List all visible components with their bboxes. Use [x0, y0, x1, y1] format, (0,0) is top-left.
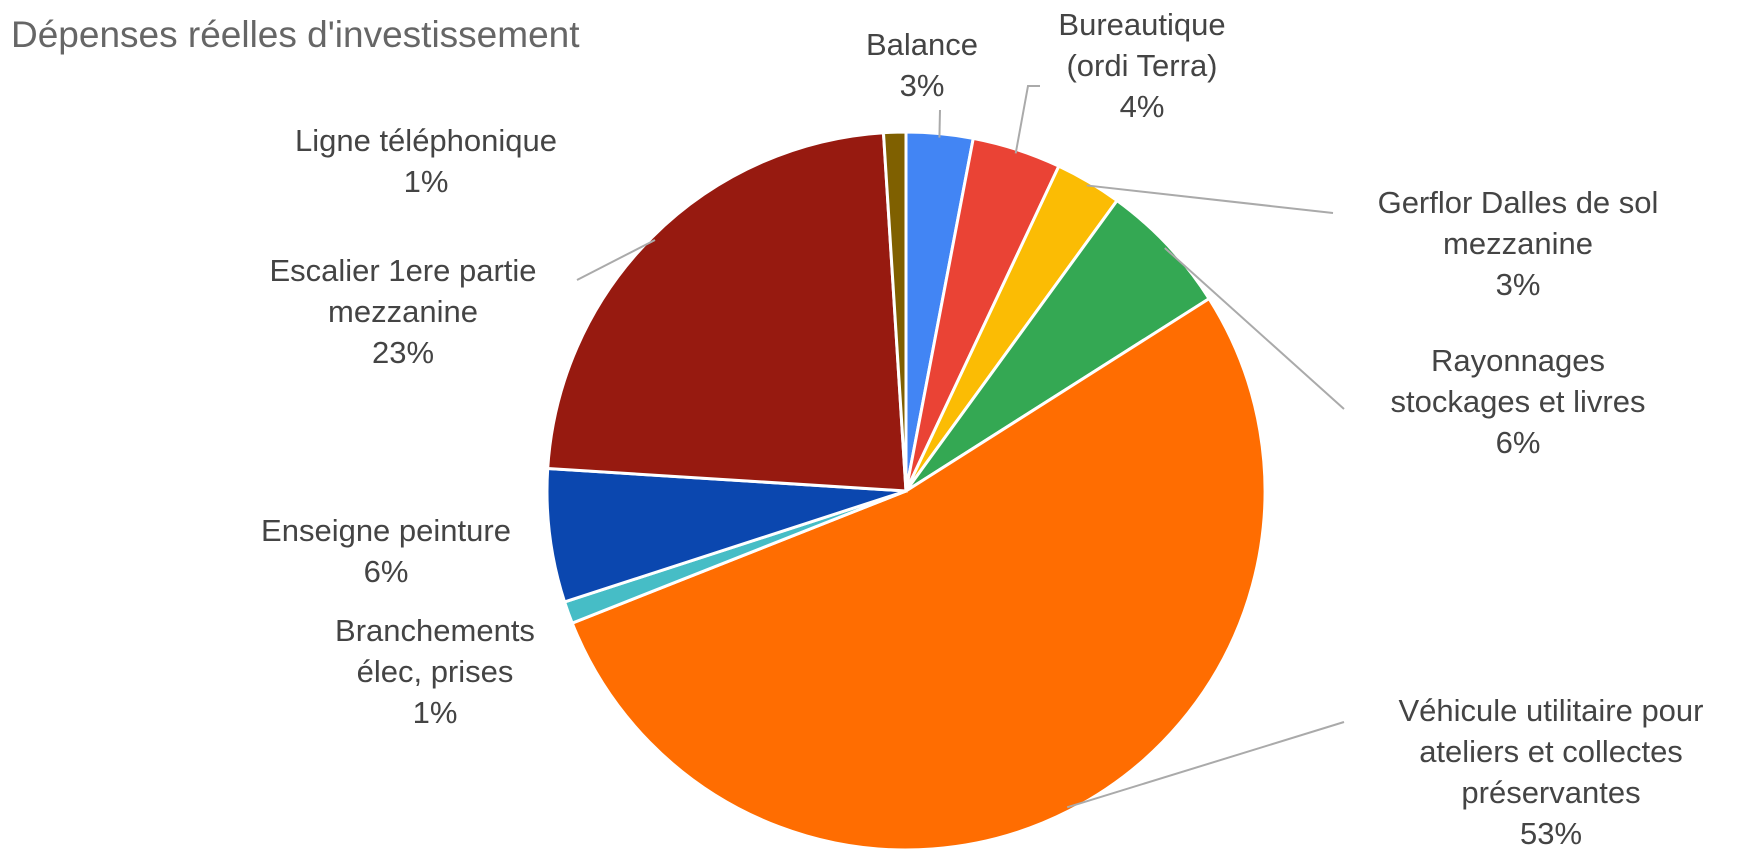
slice-label: Ligne téléphonique 1%	[226, 120, 626, 202]
slice-label: Escalier 1ere partie mezzanine 23%	[233, 250, 573, 373]
slice-percent: 1%	[403, 164, 449, 199]
leader-line	[1014, 85, 1040, 154]
slice-percent: 3%	[1495, 267, 1541, 302]
slice-name: Bureautique (ordi Terra)	[1058, 7, 1226, 83]
slice-percent: 23%	[371, 335, 435, 370]
slice-percent: 6%	[363, 554, 409, 589]
leader-line	[576, 239, 656, 281]
slice-name: Branchements élec, prises	[335, 613, 535, 689]
slice-label: Véhicule utilitaire pour ateliers et col…	[1361, 690, 1741, 853]
slice-label: Bureautique (ordi Terra) 4%	[1042, 4, 1242, 127]
slice-label: Enseigne peinture 6%	[186, 510, 586, 592]
leader-line	[1066, 721, 1345, 809]
pie-slice	[904, 198, 1212, 493]
leader-line	[1086, 184, 1334, 214]
pie-slice	[570, 296, 1267, 852]
pie-slice	[546, 131, 908, 493]
pie-slice	[881, 130, 908, 492]
slice-name: Balance	[865, 27, 979, 62]
leader-line	[938, 109, 941, 138]
slice-label: Branchements élec, prises 1%	[310, 610, 560, 733]
leader-line	[1164, 247, 1345, 410]
slice-label: Gerflor Dalles de sol mezzanine 3%	[1338, 182, 1698, 305]
slice-name: Ligne téléphonique	[294, 123, 558, 158]
slice-percent: 1%	[412, 695, 458, 730]
slice-percent: 6%	[1495, 425, 1541, 460]
slice-name: Enseigne peinture	[261, 513, 511, 548]
slice-label: Balance 3%	[822, 24, 1022, 106]
slice-label: Rayonnages stockages et livres 6%	[1358, 340, 1678, 463]
chart-title: Dépenses réelles d'investissement	[11, 14, 580, 55]
slice-percent: 53%	[1519, 816, 1583, 851]
slice-percent: 4%	[1119, 89, 1165, 124]
slice-percent: 3%	[899, 68, 945, 103]
slice-name: Gerflor Dalles de sol mezzanine	[1377, 185, 1659, 261]
pie-slice	[545, 466, 907, 604]
slice-name: Véhicule utilitaire pour ateliers et col…	[1398, 693, 1704, 810]
slice-name: Escalier 1ere partie mezzanine	[269, 253, 537, 329]
slice-name: Rayonnages stockages et livres	[1390, 343, 1646, 419]
